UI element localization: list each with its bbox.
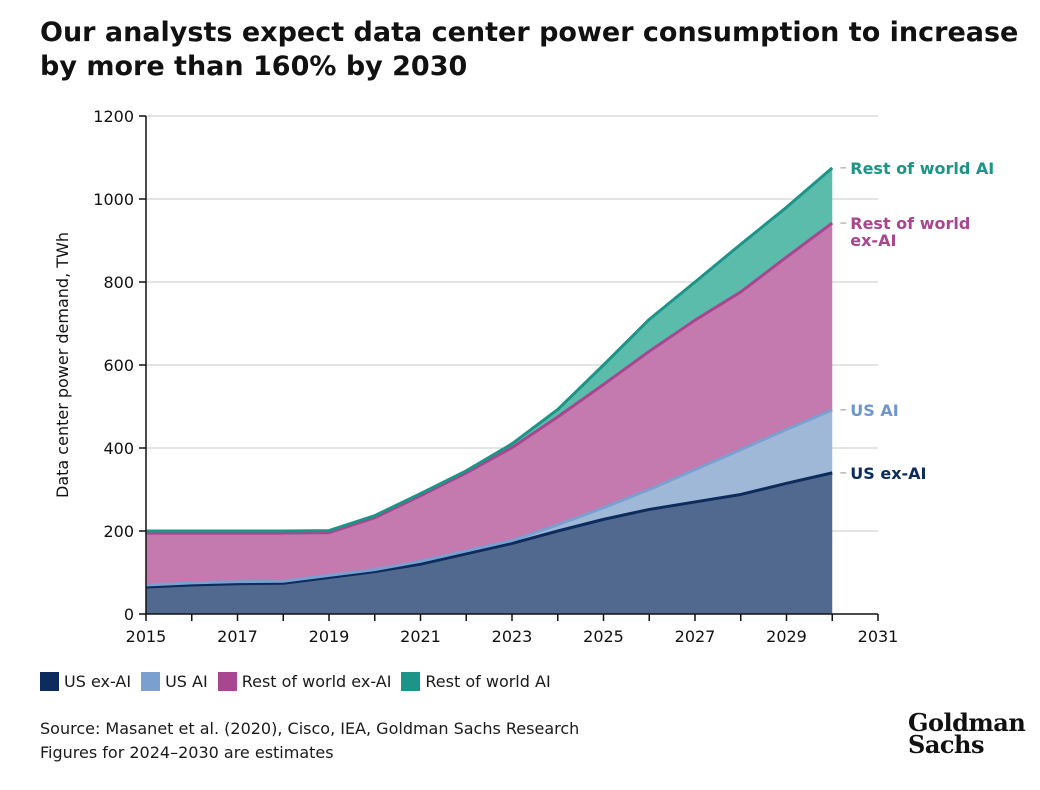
line-rest-of-world-ex-ai [146,221,834,535]
x-tick-label: 2017 [217,627,258,646]
area-us-ai [146,409,833,588]
legend: US ex-AI US AI Rest of world ex-AI Rest … [40,672,561,691]
x-tick-label: 2015 [126,627,167,646]
legend-swatch-us-ai [141,672,161,691]
legend-label: US AI [165,672,208,691]
estimate-note: Figures for 2024–2030 are estimates [40,743,334,762]
legend-label: Rest of world AI [425,672,551,691]
source-line: Source: Masanet et al. (2020), Cisco, IE… [40,719,580,738]
end-label: Rest of world [850,214,970,233]
x-tick-label: 2031 [858,627,899,646]
line-rest-of-world-ai [146,166,834,533]
x-tick-label: 2019 [309,627,350,646]
y-tick-label: 1000 [93,190,134,209]
legend-swatch-us-ex-ai [40,672,59,691]
x-tick-label: 2023 [492,627,533,646]
logo-line-2: Sachs [908,730,984,759]
legend-label: US ex-AI [64,672,132,691]
x-tick-label: 2025 [583,627,624,646]
y-tick-label: 0 [124,605,134,624]
x-tick-label: 2029 [766,627,807,646]
end-label: Rest of world AI [850,159,994,178]
legend-item-row-ai: Rest of world AI [401,672,551,691]
y-tick-label: 1200 [93,107,134,126]
line-us-ai [145,408,833,587]
end-label: US AI [850,401,898,420]
y-tick-label: 600 [103,356,134,375]
y-tick-label: 200 [103,522,134,541]
legend-swatch-row-ex-ai [217,672,237,691]
y-tick-label: 400 [103,439,134,458]
legend-label: Rest of world ex-AI [241,672,392,691]
logo-line-1: Goldman [908,708,1026,737]
source-note: Source: Masanet et al. (2020), Cisco, IE… [40,717,579,765]
y-tick-label: 800 [103,273,134,292]
x-tick-label: 2027 [675,627,716,646]
x-tick-label: 2021 [400,627,441,646]
end-label: US ex-AI [850,464,926,483]
legend-swatch-row-ai [401,672,421,691]
legend-item-us-ex-ai: US ex-AI [40,672,131,691]
chart-title: Our analysts expect data center power co… [40,17,1019,82]
goldman-sachs-logo: Goldman Sachs [908,708,1026,759]
line-us-ex-ai [145,471,833,589]
legend-item-row-ex-ai: Rest of world ex-AI [217,672,392,691]
area-rest-of-world-ex-ai [146,223,833,585]
end-label: ex-AI [850,231,896,250]
y-axis-title: Data center power demand, TWh [53,232,72,498]
legend-item-us-ai: US AI [141,672,208,691]
